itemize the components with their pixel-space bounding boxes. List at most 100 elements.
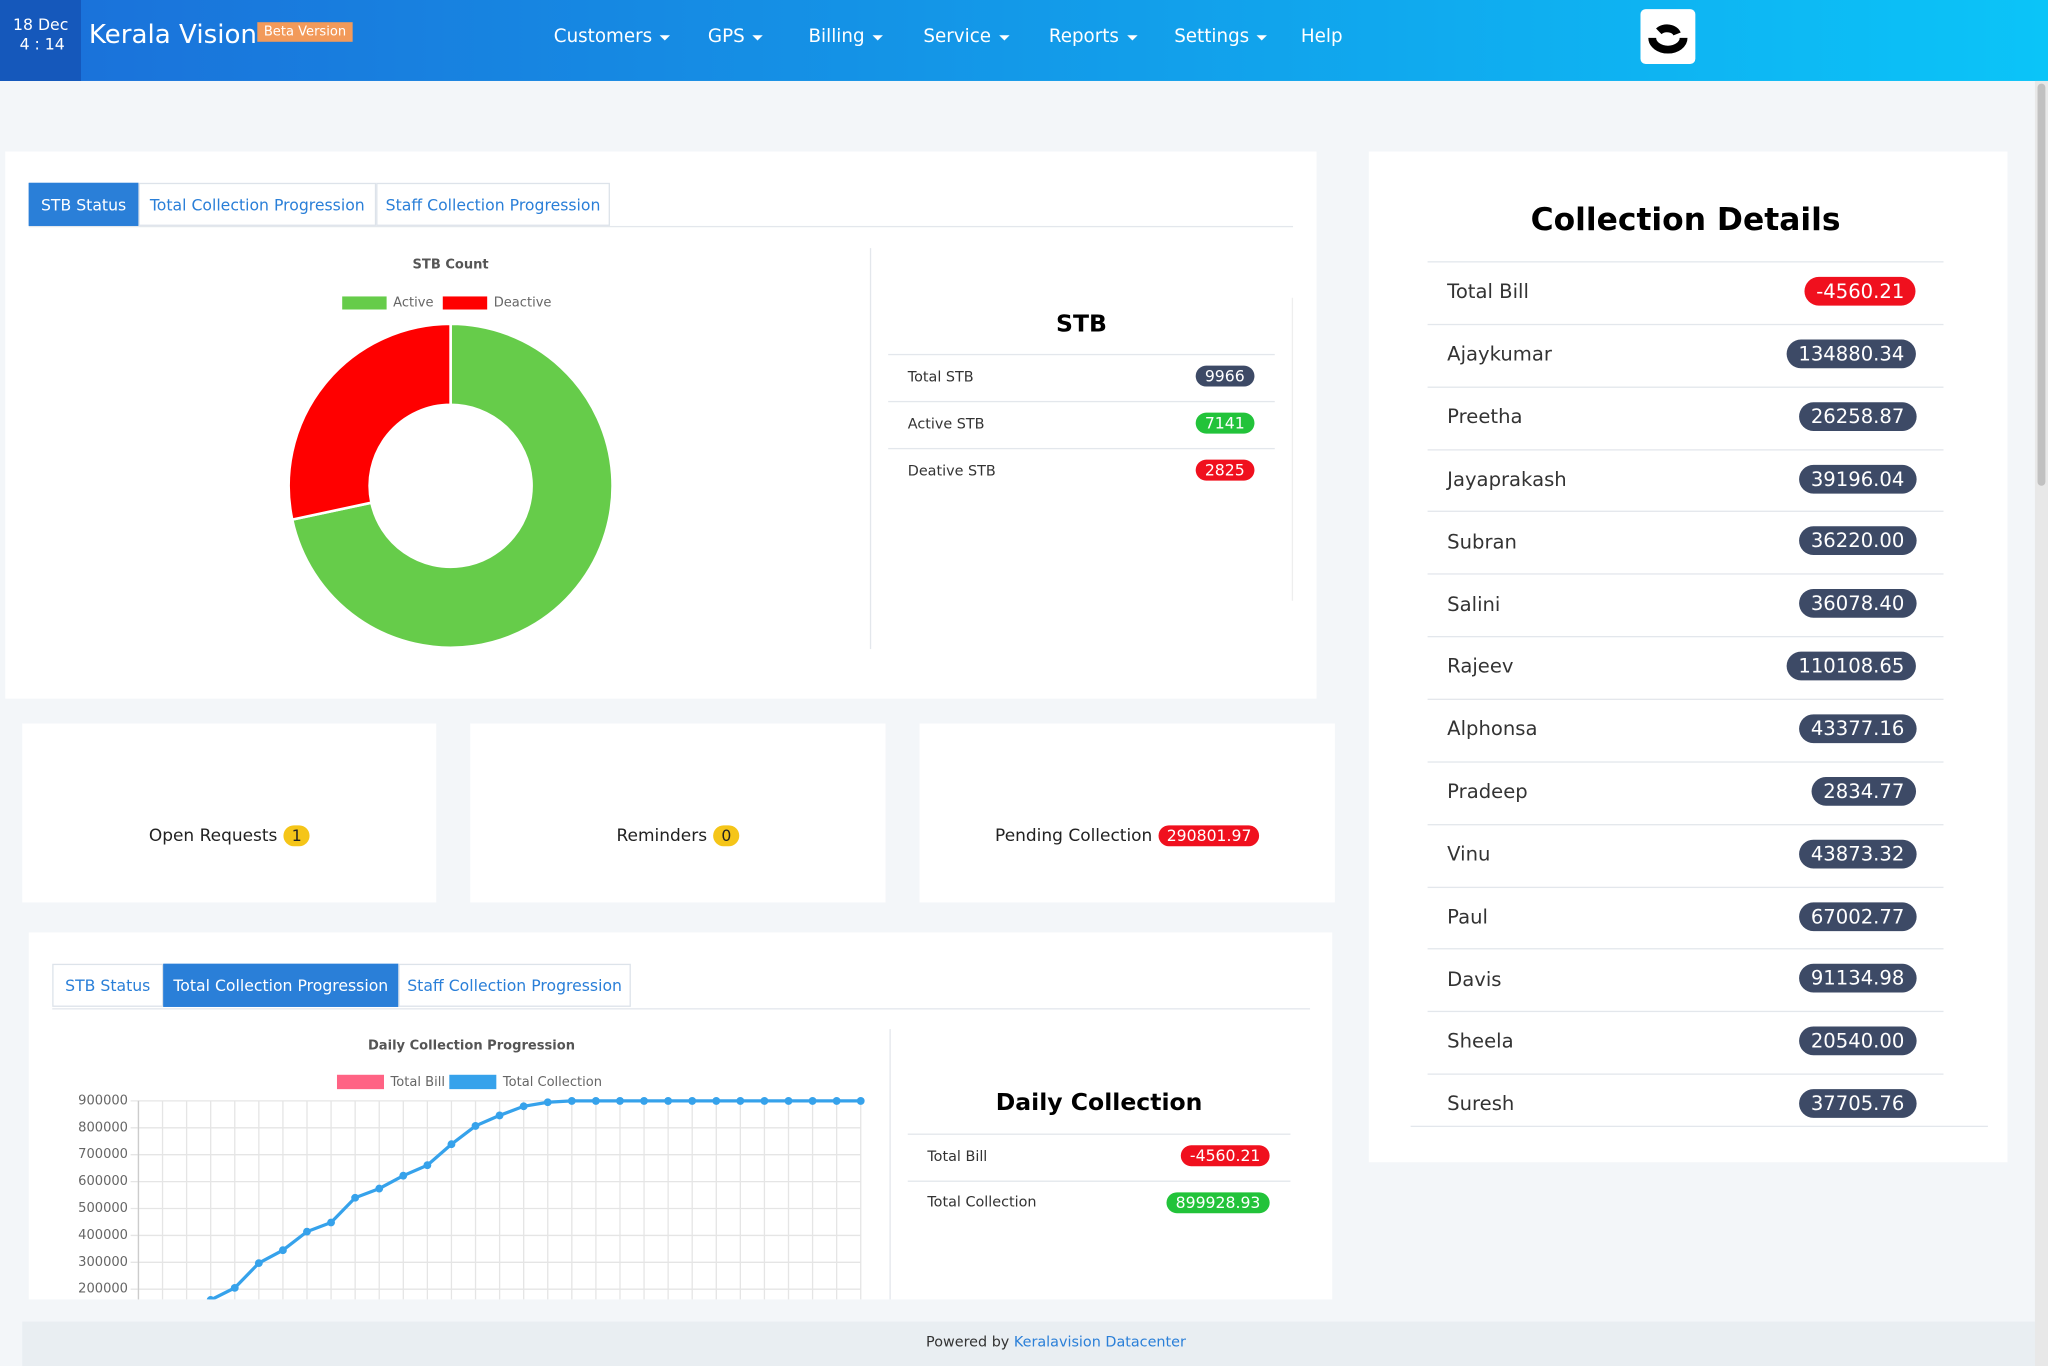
row-value: 67002.77 — [1799, 901, 1917, 931]
point — [399, 1171, 408, 1180]
row-separator — [1427, 511, 1944, 513]
tab[interactable]: Staff Collection Progression — [398, 963, 631, 1007]
logo — [1640, 9, 1696, 64]
pie-slice — [287, 322, 452, 522]
point — [640, 1097, 648, 1105]
nav-item[interactable]: Reports — [1048, 26, 1119, 48]
footer-label: Powered by — [926, 1333, 1010, 1351]
nav-item[interactable]: Settings — [1174, 26, 1250, 48]
point — [206, 1296, 215, 1300]
row-separator — [1427, 386, 1944, 388]
row-label: Total STB — [907, 368, 974, 386]
row-value: 91134.98 — [1799, 964, 1917, 993]
row-value: 39196.04 — [1799, 464, 1917, 494]
footer-text: Powered by Keralavision Datacenter — [926, 1333, 1186, 1350]
card-text: Open Requests 1 — [22, 825, 436, 846]
caret — [999, 35, 1010, 45]
point — [591, 1097, 600, 1105]
line-group: Daily Collection Progression Total Bill To… — [78, 1039, 865, 1300]
legend-label: Active — [393, 295, 433, 310]
y-tick-label: 800000 — [78, 1120, 128, 1135]
row-label: Alphonsa — [1447, 717, 1538, 741]
row-label: Paul — [1447, 904, 1488, 929]
beta-badge: Beta Version — [257, 22, 353, 42]
footer-link[interactable]: Keralavision Datacenter — [1013, 1333, 1186, 1351]
card-label: Reminders — [616, 826, 708, 847]
point — [519, 1102, 528, 1111]
row-separator — [1410, 1125, 1988, 1128]
card — [919, 723, 1335, 903]
row-value: -4560.21 — [1804, 276, 1917, 306]
point — [543, 1098, 552, 1107]
row-label: Active STB — [907, 415, 985, 433]
row-label: Davis — [1447, 967, 1502, 991]
row-label: Salini — [1447, 592, 1501, 616]
legend-swatch — [342, 296, 387, 310]
daily-title: Daily Collection — [995, 1089, 1203, 1117]
collection-title: Collection Details — [1530, 201, 1841, 238]
legend-swatch — [449, 1074, 497, 1090]
tab[interactable]: Total Collection Progression — [138, 182, 377, 226]
row-separator — [907, 1180, 1291, 1182]
row-value: 134880.34 — [1786, 339, 1917, 369]
row-separator — [1427, 573, 1944, 576]
stb-panel — [5, 151, 1317, 699]
tab[interactable]: STB Status — [52, 963, 164, 1007]
point — [688, 1097, 697, 1105]
y-tick-label: 200000 — [78, 1282, 128, 1297]
caret — [752, 35, 763, 45]
row-value: 36078.40 — [1799, 589, 1917, 619]
nav-item[interactable]: Customers — [553, 26, 653, 48]
nav-item[interactable]: Help — [1300, 26, 1343, 48]
row-label: Total Bill — [1447, 279, 1529, 304]
y-tick-label: 500000 — [78, 1201, 128, 1216]
brand[interactable]: Kerala Vision — [88, 18, 257, 50]
scrollbar[interactable] — [2034, 80, 2048, 1366]
row-value: 899928.93 — [1166, 1191, 1270, 1213]
point — [712, 1097, 721, 1105]
row-label: Pradeep — [1447, 779, 1528, 804]
row-label: Ajaykumar — [1447, 342, 1552, 366]
row-value: 2825 — [1195, 459, 1254, 481]
stb-chart: STB Count Active Deactive — [287, 258, 614, 650]
nav-item[interactable]: Service — [923, 26, 992, 48]
legend-label: Total Collection — [502, 1075, 602, 1090]
row-separator — [1427, 448, 1944, 451]
point — [230, 1283, 239, 1292]
row-separator — [1427, 886, 1944, 888]
y-tick-label: 700000 — [78, 1147, 128, 1162]
card-badge: 290801.97 — [1158, 825, 1260, 847]
legend-swatch — [442, 296, 488, 310]
clock-box — [0, 0, 81, 81]
point — [303, 1227, 311, 1236]
point — [327, 1218, 335, 1227]
point — [736, 1097, 745, 1105]
row-label: Rajeev — [1447, 654, 1514, 679]
point — [856, 1097, 865, 1105]
row-label: Total Bill — [927, 1147, 988, 1165]
row-separator — [888, 400, 1275, 403]
point — [616, 1097, 624, 1105]
y-tick-label: 300000 — [78, 1255, 128, 1270]
point — [375, 1184, 384, 1193]
row-label: Suresh — [1447, 1092, 1515, 1116]
tab[interactable]: STB Status — [28, 182, 139, 226]
row-separator — [1427, 948, 1944, 950]
tab[interactable]: Total Collection Progression — [163, 963, 399, 1007]
row-separator — [1427, 823, 1944, 825]
nav-item[interactable]: Billing — [808, 26, 865, 48]
stb-title: STB — [1056, 310, 1107, 339]
point — [760, 1097, 769, 1105]
caret — [659, 35, 671, 45]
card — [22, 723, 437, 903]
row-value: 36220.00 — [1799, 526, 1917, 556]
row-value: 37705.76 — [1799, 1089, 1917, 1118]
y-tick-label: 600000 — [78, 1174, 128, 1189]
tab[interactable]: Staff Collection Progression — [376, 182, 610, 226]
nav-item[interactable]: GPS — [707, 26, 745, 48]
row-value: 26258.87 — [1799, 401, 1917, 431]
point — [495, 1111, 504, 1120]
point — [784, 1097, 793, 1105]
row-label: Deative STB — [907, 462, 996, 480]
row-separator — [888, 353, 1275, 356]
